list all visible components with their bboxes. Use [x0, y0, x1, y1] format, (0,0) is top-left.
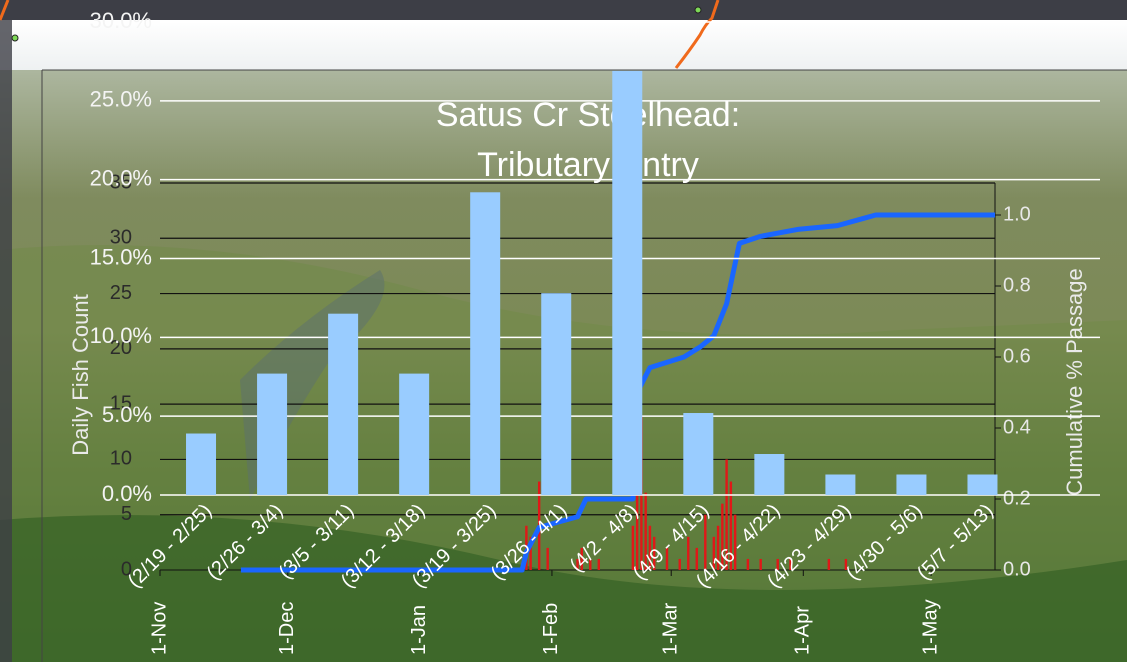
daily-bar [827, 558, 831, 570]
daily-bar [789, 558, 792, 570]
y-tick-label: 5 [121, 503, 132, 525]
daily-bar [589, 558, 592, 570]
daily-bar [746, 558, 750, 570]
daily-bar [776, 558, 779, 570]
photo-trees [0, 515, 1127, 662]
y-tick-label: 0.0% [102, 481, 152, 506]
top-band [0, 0, 1127, 20]
daily-bar [716, 525, 720, 570]
daily-bar [725, 459, 728, 570]
fish-count-chart: 0 5 10 15 20 25 30 35 0.0 0.2 0.4 0.6 0.8 1.0 1-Nov 1-D… [68, 96, 1087, 655]
bar [186, 433, 217, 495]
y-tick-label: 10.0% [90, 323, 152, 348]
y-tick-label: 30 [110, 227, 132, 249]
bar [328, 313, 359, 495]
daily-bar [712, 536, 716, 570]
y2-tick-label: 0.8 [1003, 274, 1031, 296]
x-tick-label: 1-Mar [660, 602, 682, 655]
x-tick-label: 1-Jan [408, 605, 430, 655]
x-tick-label: 1-Dec [276, 602, 298, 655]
daily-bar [597, 558, 601, 570]
daily-bar [844, 558, 848, 570]
daily-bar [644, 492, 647, 570]
y-tick-label: 20 [110, 337, 132, 359]
daily-bar [729, 481, 733, 570]
decor-line [674, 0, 720, 69]
bar [470, 192, 501, 495]
y-tick-label: 25 [110, 282, 132, 304]
y-tick-label: 30.0% [90, 8, 152, 33]
y-tick-label: 15 [110, 392, 132, 414]
decor-dot [694, 6, 702, 14]
bar [257, 373, 288, 495]
x-tick-label: 1-Feb [540, 603, 562, 655]
y-tick-label: 10 [110, 448, 132, 470]
bar [612, 70, 643, 496]
y2-tick-label: 0.0 [1003, 558, 1031, 580]
x-tick-label: 1-May [919, 599, 941, 655]
decor-line [0, 0, 10, 21]
daily-bar [580, 547, 583, 570]
y-tick-label: 20.0% [90, 165, 152, 190]
y2-tick-label: 1.0 [1003, 203, 1031, 225]
bar [825, 474, 856, 495]
daily-bar [648, 525, 652, 570]
bar [754, 454, 785, 495]
cumulative-line [240, 212, 995, 573]
x-tick-label: 1-Apr [792, 606, 814, 655]
chart-title: Satus Cr Steelhead: Tributary Entry [435, 96, 741, 184]
y-tick-label: 35 [110, 171, 132, 193]
daily-bar [665, 547, 669, 570]
x-tick-label: 1-Nov [148, 602, 170, 655]
daily-bar [733, 514, 737, 570]
daily-bar [529, 536, 532, 570]
title-frame: Satus Cr Steelhead: Tributary Entry [435, 96, 741, 184]
bar [541, 293, 572, 495]
y2-axis-label: Cumulative % Passage [1062, 268, 1087, 495]
daily-bar [576, 558, 579, 570]
bar [896, 474, 927, 495]
bar [399, 373, 430, 495]
y2-tick-label: 0.6 [1003, 345, 1031, 367]
daily-bar [759, 558, 762, 570]
daily-bar [687, 536, 690, 570]
y2-tick-label: 0.2 [1003, 487, 1031, 509]
y-tick-label: 0 [121, 558, 132, 580]
daily-bar [695, 547, 698, 570]
left-band [0, 20, 12, 662]
photo-sky [0, 20, 1127, 70]
daily-bar [704, 514, 707, 570]
daily-bar [721, 503, 724, 570]
decor-dot [11, 34, 19, 42]
bar [683, 413, 714, 495]
daily-bar [631, 525, 635, 570]
y-tick-label: 5.0% [102, 402, 152, 427]
y-tick-label: 15.0% [90, 244, 152, 269]
y-axis-label: Daily Fish Count [68, 294, 93, 455]
daily-bar [678, 558, 681, 570]
daily-bar [652, 536, 656, 570]
y-tick-label: 25.0% [90, 87, 152, 112]
y2-tick-label: 0.4 [1003, 416, 1031, 438]
daily-bar [546, 547, 549, 570]
bar [967, 474, 998, 495]
